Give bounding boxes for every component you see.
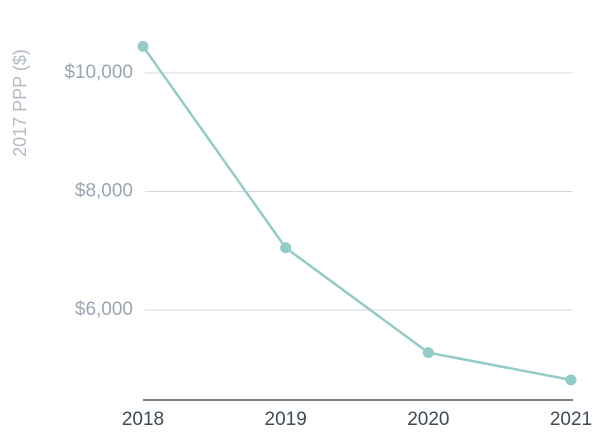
data-point xyxy=(422,347,434,359)
series-line xyxy=(141,45,573,382)
x-tick-label: 2021 xyxy=(550,409,592,430)
gridlines xyxy=(145,72,573,311)
data-point xyxy=(565,374,577,386)
y-axis-label: 2017 PPP ($) xyxy=(10,49,30,157)
series-layer xyxy=(137,40,577,386)
x-tick-label: 2018 xyxy=(122,409,164,430)
y-tick-label: $6,000 xyxy=(75,299,133,320)
y-tick-label: $8,000 xyxy=(75,181,133,202)
data-point xyxy=(280,242,292,254)
data-point xyxy=(137,40,149,52)
x-tick-label: 2019 xyxy=(265,409,307,430)
x-tick-label: 2020 xyxy=(407,409,449,430)
x-tick-labels: 2018 2019 2020 2021 xyxy=(122,409,592,430)
y-tick-label: $10,000 xyxy=(64,62,133,83)
y-tick-labels: $10,000 $8,000 $6,000 xyxy=(64,62,133,320)
